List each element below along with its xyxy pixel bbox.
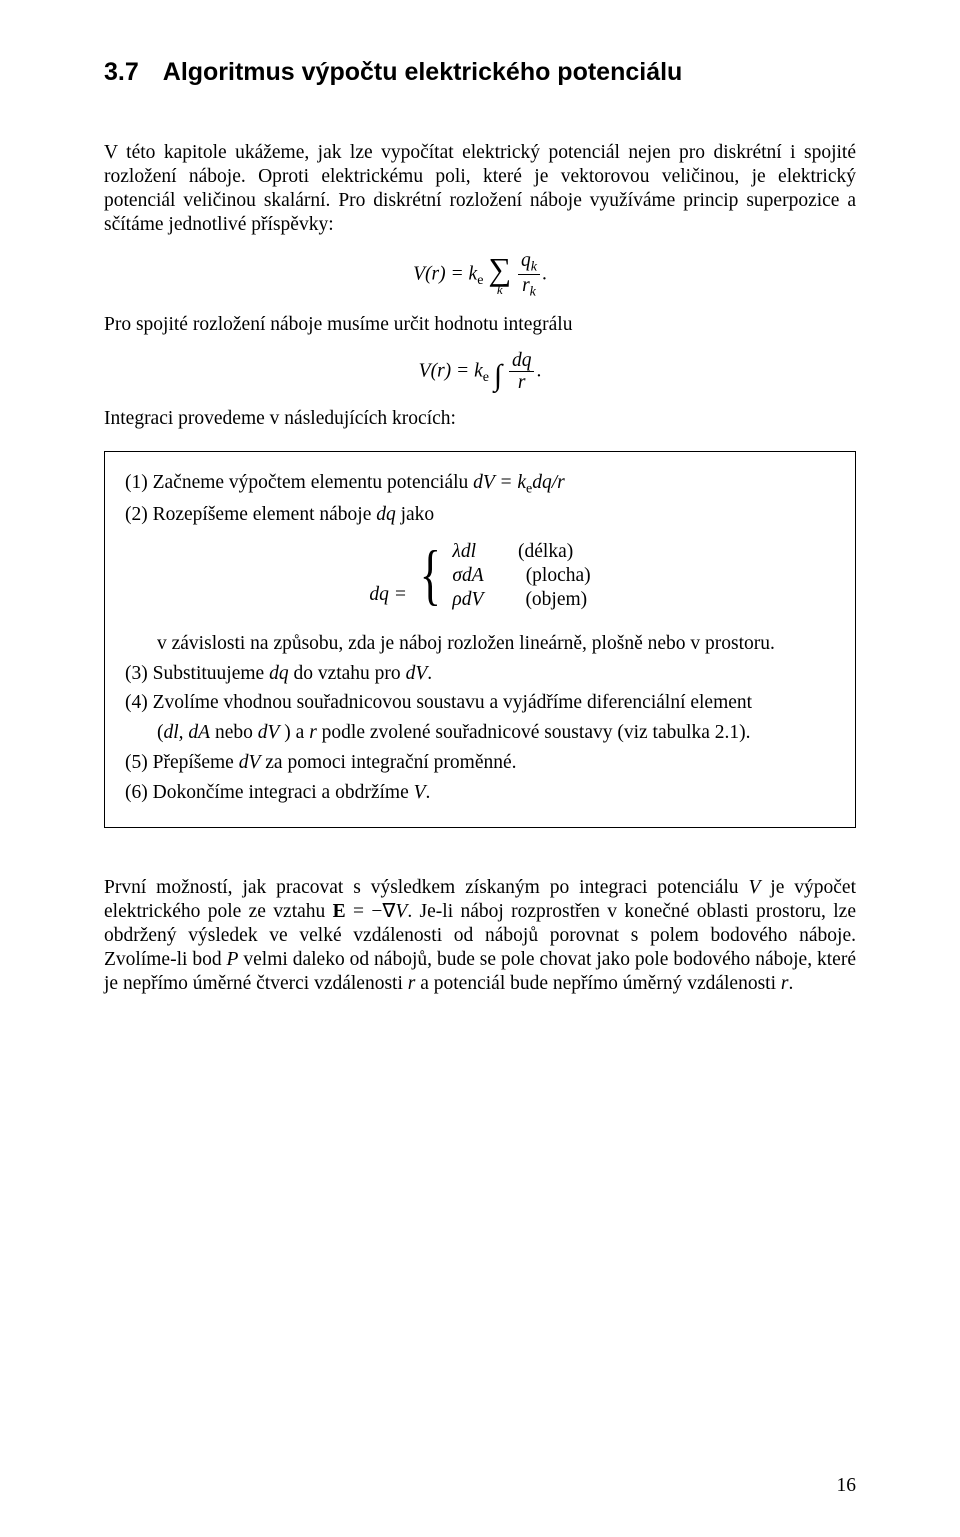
cases: λdl (délka) σdA (plocha) ρdV (objem) [452, 540, 590, 613]
step-1: (1) Začneme výpočtem elementu potenciálu… [125, 470, 835, 498]
f2-num: dq [509, 351, 535, 373]
step-4a: (4) Zvolíme vhodnou souřadnicovou sousta… [125, 690, 835, 716]
step-2b: v závislosti na způsobu, zda je náboj ro… [125, 631, 835, 657]
f1-den-sub: k [530, 284, 536, 300]
step-5: (5) Přepíšeme dV za pomoci integrační pr… [125, 750, 835, 776]
vec-E: E [333, 901, 346, 922]
step-3-dV: dV [406, 663, 428, 684]
step-6-v: V [414, 782, 426, 803]
f1-lhs: V(r) = k [413, 263, 477, 284]
f1-sub-e: e [477, 272, 483, 288]
p4j: . [788, 973, 793, 994]
piecewise-lhs: dq = [369, 584, 407, 605]
step-3-dot: . [427, 663, 432, 684]
heading-number: 3.7 [104, 58, 139, 87]
step-5-b: za pomoci integrační proměnné. [260, 752, 516, 773]
step-3-a: (3) Substituujeme [125, 663, 269, 684]
f2-fraction: dq r [509, 351, 535, 393]
case-1-label: (délka) [518, 540, 573, 564]
case-row-3: ρdV (objem) [452, 588, 590, 612]
scalar-V: V [395, 901, 407, 922]
step-2-text-b: jako [396, 504, 434, 525]
left-brace-icon: { [419, 540, 440, 608]
paragraph-4: První možností, jak pracovat s výsledkem… [104, 876, 856, 996]
f1-num: q [521, 250, 531, 271]
p4b: V [748, 877, 760, 898]
step-4b: (dl, dA nebo dV ) a r podle zvolené souř… [125, 720, 835, 746]
case-1-expr: λdl [452, 541, 476, 562]
step-5-a: (5) Přepíšeme [125, 752, 239, 773]
step-4b-b: nebo [210, 722, 258, 743]
case-2-expr: σdA [452, 565, 483, 586]
f2-den: r [509, 372, 535, 393]
f2-dot: . [536, 360, 541, 381]
p4-eq: E = −∇V [333, 901, 408, 922]
formula-discrete: V(r) = ke ∑ k qk rk . [104, 251, 856, 299]
step-1-f-lhs: dV = k [473, 472, 526, 493]
step-4b-dl: dl, dA [164, 722, 211, 743]
case-3-expr: ρdV [452, 589, 483, 610]
paragraph-1: V této kapitole ukážeme, jak lze vypočít… [104, 141, 856, 237]
case-row-2: σdA (plocha) [452, 564, 590, 588]
p4e: P [227, 949, 239, 970]
integral-icon: ∫ [494, 362, 502, 389]
step-1-f-tail: dq/r [532, 472, 565, 493]
step-4b-dv: dV [258, 722, 280, 743]
step-4b-r: r [309, 722, 317, 743]
case-row-1: λdl (délka) [452, 540, 590, 564]
section-heading: 3.7 Algoritmus výpočtu elektrického poten… [104, 58, 856, 87]
f2-sub-e: e [483, 369, 489, 385]
p4a: První možností, jak pracovat s výsledkem… [104, 877, 748, 898]
step-2-text-a: (2) Rozepíšeme element náboje [125, 504, 376, 525]
step-6: (6) Dokončíme integraci a obdržíme V. [125, 780, 835, 806]
piecewise-definition: dq = { λdl (délka) σdA (plocha) ρdV (objem) [125, 532, 835, 623]
step-3: (3) Substituujeme dq do vztahu pro dV. [125, 661, 835, 687]
step-6-a: (6) Dokončíme integraci a obdržíme [125, 782, 414, 803]
piecewise-body: { λdl (délka) σdA (plocha) ρdV (objem) [414, 540, 591, 613]
step-3-dq: dq [269, 663, 289, 684]
p4h: a potenciál bude nepřímo úměrný vzdáleno… [415, 973, 781, 994]
step-6-dot: . [426, 782, 431, 803]
sum-symbol: ∑ k [488, 255, 511, 295]
paragraph-2: Pro spojité rozložení náboje musíme urči… [104, 313, 856, 337]
f1-den: r [522, 275, 530, 296]
f1-dot: . [542, 263, 547, 284]
f1-fraction: qk rk [518, 251, 540, 299]
steps-box: (1) Začneme výpočtem elementu potenciálu… [104, 451, 856, 828]
step-3-b: do vztahu pro [289, 663, 406, 684]
step-4b-d: podle zvolené souřadnicové soustavy (viz… [317, 722, 751, 743]
step-5-dv: dV [239, 752, 261, 773]
step-1a: (1) Začneme výpočtem elementu potenciálu [125, 472, 473, 493]
page: 3.7 Algoritmus výpočtu elektrického poten… [0, 0, 960, 1537]
f2-lhs: V(r) = k [419, 360, 483, 381]
paragraph-3: Integraci provedeme v následujících kroc… [104, 407, 856, 431]
formula-continuous: V(r) = ke ∫ dq r . [104, 351, 856, 393]
step-2: (2) Rozepíšeme element náboje dq jako [125, 502, 835, 528]
case-3-label: (objem) [525, 588, 587, 612]
f1-num-sub: k [531, 258, 537, 274]
step-4b-c: ) a [279, 722, 309, 743]
step-1-formula: dV = kedq/r [473, 472, 565, 493]
page-number: 16 [837, 1475, 857, 1497]
case-2-label: (plocha) [526, 564, 591, 588]
heading-title: Algoritmus výpočtu elektrického potenciá… [163, 58, 683, 86]
step-2-dq: dq [376, 504, 396, 525]
